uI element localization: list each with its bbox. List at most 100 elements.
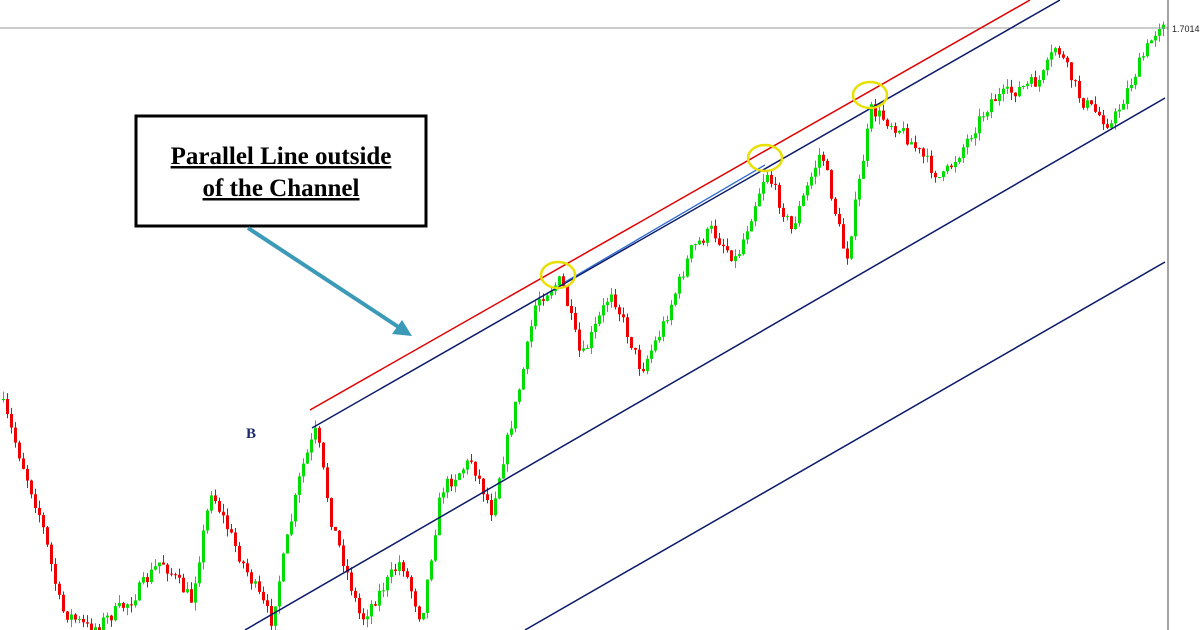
candle-body <box>1158 29 1161 36</box>
candle-body <box>302 463 305 477</box>
candle-body <box>1114 111 1117 124</box>
candle-body <box>370 604 373 617</box>
candle-body <box>922 148 925 157</box>
candle-body <box>910 142 913 145</box>
candle-body <box>226 515 229 530</box>
candle-body <box>194 583 197 603</box>
candle-body <box>434 535 437 561</box>
candle-body <box>522 369 525 390</box>
candle-body <box>346 565 349 573</box>
candle-body <box>850 236 853 259</box>
upper-channel-line <box>311 0 1061 429</box>
candle-body <box>354 590 357 598</box>
candle-body <box>534 305 537 327</box>
candle-body <box>410 577 413 592</box>
candle-body <box>510 428 513 435</box>
candle-body <box>414 591 417 607</box>
candle-body <box>290 521 293 535</box>
candle-body <box>1002 88 1005 94</box>
candle-body <box>138 582 141 601</box>
candle-body <box>958 158 961 163</box>
candle-body <box>998 93 1001 102</box>
candle-body <box>838 213 841 225</box>
candle-body <box>722 244 725 247</box>
annotation-box <box>134 114 428 228</box>
candle-body <box>330 498 333 527</box>
candle-body <box>802 195 805 206</box>
candle-body <box>1070 62 1073 81</box>
candle-body <box>258 581 261 592</box>
candle-body <box>338 530 341 546</box>
candle-body <box>202 530 205 563</box>
candle-body <box>366 616 369 620</box>
candle-body <box>1090 100 1093 105</box>
candle-body <box>190 589 193 603</box>
candle-body <box>1162 24 1165 30</box>
lower-channel-line <box>524 261 1166 630</box>
candle-body <box>250 572 253 584</box>
candle-body <box>294 494 297 522</box>
candle-body <box>322 442 325 468</box>
candle-body <box>718 238 721 245</box>
candle-body <box>34 494 37 508</box>
candle-body <box>586 347 589 349</box>
middle-channel-line <box>244 97 1166 630</box>
candle-body <box>378 590 381 606</box>
candle-body <box>526 341 529 370</box>
candle-body <box>142 577 145 583</box>
candle-body <box>690 245 693 259</box>
candle-body <box>398 562 401 571</box>
candle-body <box>514 401 517 429</box>
candle-body <box>1134 76 1137 85</box>
candle-body <box>458 473 461 480</box>
candle-body <box>890 126 893 128</box>
candle-body <box>914 142 917 149</box>
candle-body <box>622 314 625 318</box>
candle-body <box>834 198 837 214</box>
candle-body <box>678 276 681 294</box>
candle-body <box>646 358 649 372</box>
candle-body <box>1022 85 1025 87</box>
arrow-head <box>392 320 412 336</box>
candle-body <box>982 116 985 118</box>
candle-body <box>1082 98 1085 108</box>
candle-body <box>1110 123 1113 128</box>
candle-body <box>406 571 409 578</box>
candle-body <box>98 627 101 630</box>
candle-body <box>46 527 49 545</box>
candle-body <box>382 590 385 592</box>
candle-body <box>798 205 801 224</box>
candle-body <box>310 439 313 453</box>
candle-body <box>630 337 633 348</box>
candle-body <box>1138 57 1141 77</box>
candle-body <box>274 606 277 626</box>
candle-body <box>946 165 949 172</box>
candle-body <box>874 104 877 117</box>
candle-body <box>970 138 973 140</box>
candle-body <box>854 199 857 237</box>
candle-body <box>966 138 969 148</box>
candle-body <box>450 478 453 487</box>
candle-body <box>614 294 617 308</box>
candle-body <box>314 427 317 440</box>
candle-body <box>978 116 981 134</box>
candle-body <box>78 618 81 620</box>
candle-body <box>494 498 497 516</box>
candle-body <box>402 562 405 572</box>
candle-body <box>882 110 885 120</box>
candle-body <box>234 532 237 546</box>
candle-body <box>598 315 601 324</box>
candle-body <box>1054 48 1057 53</box>
candle-body <box>38 507 41 516</box>
candle-body <box>506 434 509 465</box>
candle-body <box>1098 111 1101 116</box>
candle-body <box>218 501 221 512</box>
touch-circle <box>539 260 577 290</box>
candle-body <box>86 622 89 624</box>
touch-circle <box>746 143 784 173</box>
candle-body <box>1058 48 1061 55</box>
candle-body <box>918 148 921 150</box>
candle-body <box>58 583 61 595</box>
candle-body <box>210 495 213 511</box>
outside-parallel-line <box>309 0 1031 411</box>
